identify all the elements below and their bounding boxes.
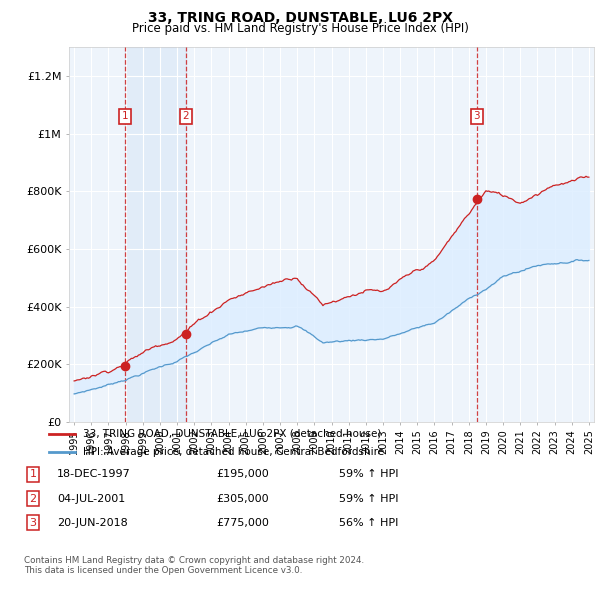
Text: 2: 2 [29,494,37,503]
Bar [125,47,185,422]
Text: Price paid vs. HM Land Registry's House Price Index (HPI): Price paid vs. HM Land Registry's House … [131,22,469,35]
Text: 33, TRING ROAD, DUNSTABLE, LU6 2PX (detached house): 33, TRING ROAD, DUNSTABLE, LU6 2PX (deta… [83,429,381,439]
Text: £195,000: £195,000 [216,470,269,479]
Text: 59% ↑ HPI: 59% ↑ HPI [339,494,398,503]
Text: £305,000: £305,000 [216,494,269,503]
Text: 33, TRING ROAD, DUNSTABLE, LU6 2PX: 33, TRING ROAD, DUNSTABLE, LU6 2PX [148,11,452,25]
Text: 3: 3 [473,112,480,122]
Text: 59% ↑ HPI: 59% ↑ HPI [339,470,398,479]
Text: £775,000: £775,000 [216,518,269,527]
Text: 04-JUL-2001: 04-JUL-2001 [57,494,125,503]
Text: Contains HM Land Registry data © Crown copyright and database right 2024.: Contains HM Land Registry data © Crown c… [24,556,364,565]
Text: 20-JUN-2018: 20-JUN-2018 [57,518,128,527]
Text: HPI: Average price, detached house, Central Bedfordshire: HPI: Average price, detached house, Cent… [83,447,384,457]
Text: 1: 1 [29,470,37,479]
Text: 2: 2 [182,112,189,122]
Text: 1: 1 [122,112,128,122]
Text: 3: 3 [29,518,37,527]
Text: 18-DEC-1997: 18-DEC-1997 [57,470,131,479]
Text: 56% ↑ HPI: 56% ↑ HPI [339,518,398,527]
Text: This data is licensed under the Open Government Licence v3.0.: This data is licensed under the Open Gov… [24,566,302,575]
